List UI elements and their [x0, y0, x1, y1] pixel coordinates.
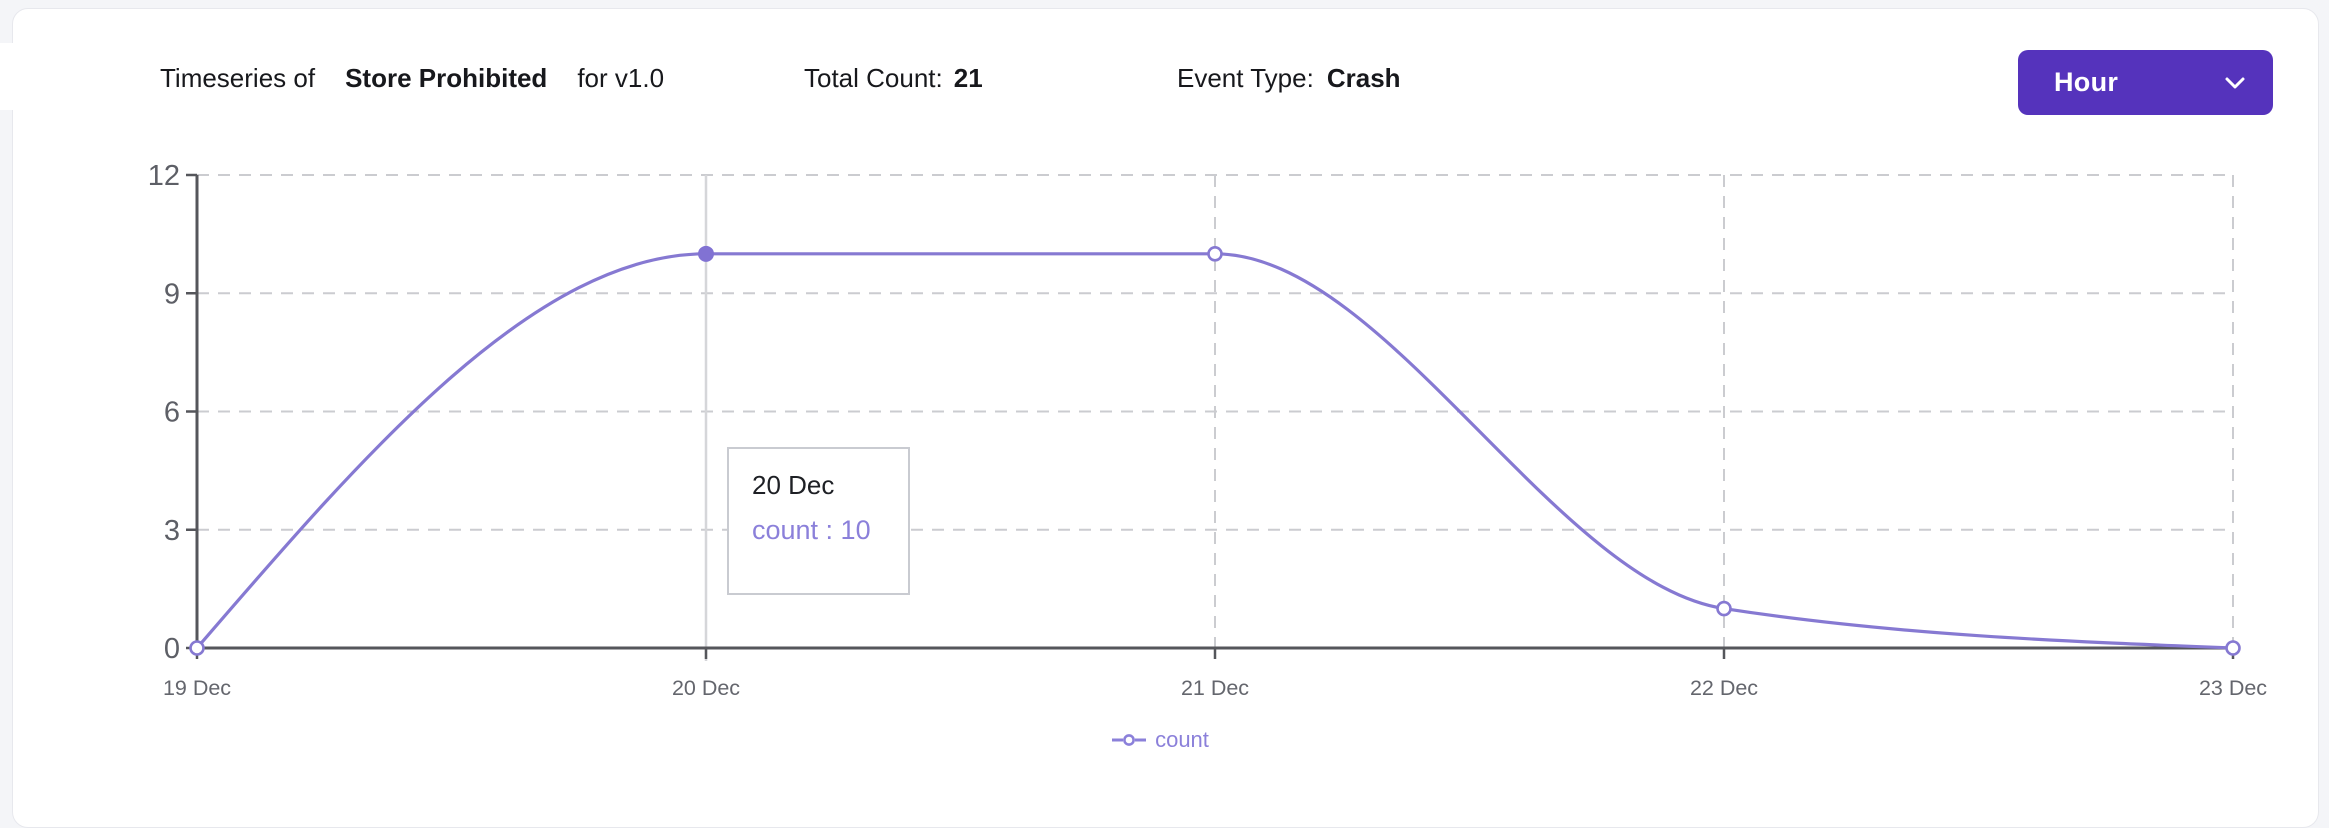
interval-dropdown-label: Hour	[2054, 67, 2119, 97]
page-edge-notch	[0, 43, 13, 110]
legend-label: count	[1155, 727, 1209, 752]
x-tick-label: 22 Dec	[1690, 676, 1758, 700]
data-point	[189, 640, 205, 656]
x-tick-label: 23 Dec	[2199, 676, 2267, 700]
timeseries-line-chart[interactable]: 0 3 6 9 12 19 Dec 20 Dec 21 Dec 22 Dec 23 Dec	[0, 0, 2329, 786]
total-count-value: 21	[953, 63, 983, 93]
data-point	[2225, 640, 2241, 656]
y-tick-label: 3	[164, 515, 180, 547]
active-data-point	[698, 245, 714, 262]
data-point	[1207, 246, 1223, 262]
y-tick-label: 6	[164, 397, 180, 429]
tooltip-date: 20 Dec	[752, 470, 835, 500]
event-type-label: Event Type:	[1177, 63, 1314, 93]
total-count-group: Total Count: 21	[804, 63, 983, 94]
chart-tooltip: 20 Dec count : 10	[727, 447, 910, 595]
x-tick-label: 21 Dec	[1181, 676, 1249, 700]
total-count-label: Total Count:	[804, 63, 943, 93]
data-point	[1716, 600, 1732, 617]
y-tick-label: 0	[164, 633, 180, 665]
legend-line-icon	[1112, 734, 1147, 746]
interval-dropdown-button[interactable]: Hour	[2018, 50, 2273, 115]
title-prefix: Timeseries of	[160, 63, 316, 93]
tooltip-count-entry: count : 10	[752, 515, 871, 545]
x-tick-label: 19 Dec	[163, 676, 231, 700]
chart-header-title: Timeseries of Store Prohibited for v1.0	[160, 63, 664, 94]
chart-legend: count	[0, 727, 2321, 753]
title-event-name: Store Prohibited	[345, 63, 548, 93]
legend-item-count[interactable]: count	[1112, 727, 1209, 753]
event-type-value: Crash	[1326, 63, 1401, 93]
event-type-group: Event Type: Crash	[1177, 63, 1401, 94]
timeseries-card	[12, 8, 2319, 828]
title-version: for v1.0	[577, 63, 665, 93]
chevron-down-icon	[2225, 77, 2245, 88]
x-tick-label: 20 Dec	[672, 676, 740, 700]
y-tick-label: 9	[164, 278, 180, 310]
y-tick-label: 12	[148, 160, 180, 192]
